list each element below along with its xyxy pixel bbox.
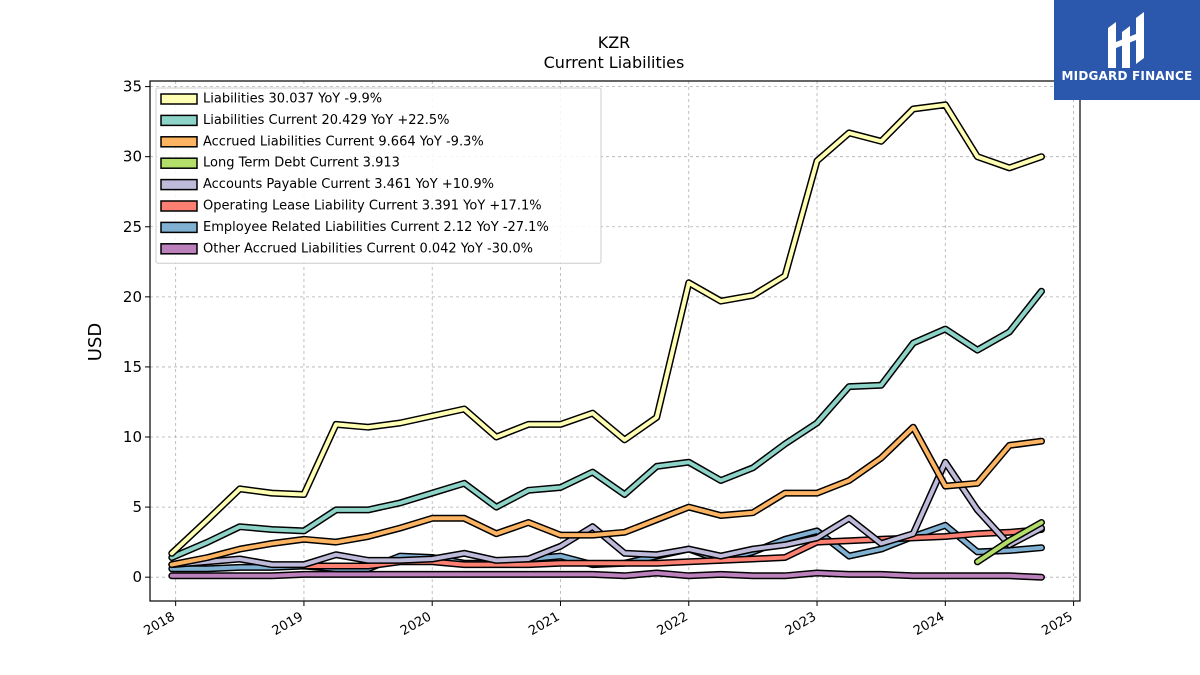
x-tick-label: 2018	[141, 609, 177, 639]
legend-swatch	[160, 136, 198, 148]
chart-subtitle: Current Liabilities	[544, 53, 685, 72]
x-tick-label: 2020	[398, 609, 434, 639]
legend-swatch	[160, 178, 198, 191]
series-line	[169, 102, 1044, 556]
plot-frame	[149, 80, 1081, 602]
legend-box	[155, 87, 602, 264]
legend-entry: Employee Related Liabilities Current 2.1…	[203, 220, 549, 235]
legend-entry: Accrued Liabilities Current 9.664 YoY -9…	[203, 134, 484, 149]
x-tick-label: 2019	[270, 609, 306, 639]
y-tick-label: 30	[123, 148, 142, 166]
legend-entry: Long Term Debt Current 3.913	[203, 156, 400, 171]
series-accrued-liabilities-current	[168, 423, 1045, 569]
legend-entry: Other Accrued Liabilities Current 0.042 …	[203, 241, 533, 256]
y-axis-label: USD	[85, 323, 106, 361]
legend-swatch	[160, 157, 198, 169]
series-line	[169, 425, 1044, 567]
legend-swatch	[160, 200, 198, 212]
series-line-outline	[168, 458, 1045, 569]
series-line	[975, 520, 1044, 564]
brand-mark-icon	[1108, 12, 1144, 68]
y-tick-label: 20	[123, 288, 142, 306]
legend-swatch	[160, 93, 198, 105]
series-accounts-payable-current	[168, 458, 1045, 569]
x-tick-label: 2021	[526, 609, 562, 639]
y-tick-label: 0	[132, 568, 142, 586]
y-tick-label: 5	[132, 498, 142, 516]
brand-name: MIDGARD FINANCE	[1061, 69, 1193, 83]
series-liabilities-current	[168, 287, 1045, 561]
series-line	[169, 460, 1044, 567]
series-line	[169, 571, 1044, 580]
legend-swatch	[160, 114, 198, 127]
y-tick-label: 25	[123, 218, 142, 236]
x-tick-label: 2025	[1039, 609, 1075, 639]
y-tick-label: 10	[123, 428, 142, 446]
series-liabilities	[168, 101, 1045, 557]
legend: Liabilities 30.037 YoY -9.9% Liabilities …	[155, 87, 602, 264]
series-other-accrued-liabilities-current	[168, 569, 1045, 581]
legend-entry: Accounts Payable Current 3.461 YoY +10.9…	[203, 177, 494, 192]
x-tick-label: 2022	[655, 609, 691, 639]
legend-entry: Liabilities Current 20.429 YoY +22.5%	[203, 113, 450, 128]
x-tick-label: 2024	[911, 609, 947, 639]
legend-swatch	[160, 221, 198, 234]
legend-entry: Operating Lease Liability Current 3.391 …	[203, 199, 542, 214]
y-ticks: 0 5 10 15 20 25 30 35	[123, 78, 150, 586]
x-tick-label: 2023	[783, 609, 819, 639]
series-layer	[168, 101, 1045, 581]
series-line	[169, 289, 1044, 560]
x-ticks: 2018 2019 2020 2021 2022 2023 2024 2025	[141, 601, 1076, 639]
y-tick-label: 35	[123, 78, 142, 96]
brand-logo: MIDGARD FINANCE	[1054, 0, 1200, 100]
legend-swatch	[160, 243, 198, 255]
y-tick-label: 15	[123, 358, 142, 376]
chart-title: KZR	[598, 33, 631, 52]
legend-entry: Liabilities 30.037 YoY -9.9%	[203, 92, 382, 107]
series-long-term-debt-current	[973, 519, 1045, 566]
